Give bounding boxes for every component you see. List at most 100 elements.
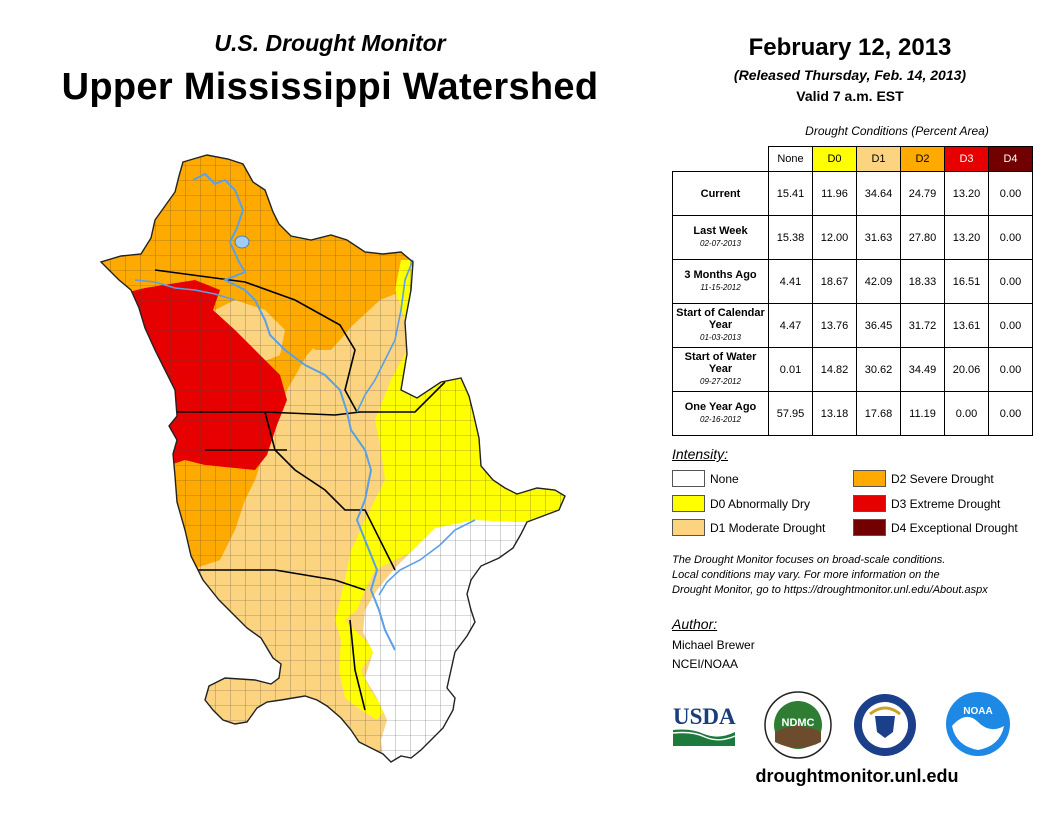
col-none: None — [768, 146, 813, 172]
cell: 4.41 — [768, 259, 813, 304]
ndmc-logo: NDMC — [764, 691, 832, 759]
legend-item-d3: D3 Extreme Drought — [853, 495, 1000, 512]
drought-stats-table: None D0 D1 D2 D3 D4 Current 15.41 11.96 … — [672, 146, 1033, 436]
author-name: Michael Brewer — [672, 638, 755, 652]
noaa-logo-text: NOAA — [963, 706, 992, 717]
commerce-shield-icon — [875, 716, 895, 738]
cell: 34.64 — [856, 171, 901, 216]
ndmc-logo-text: NDMC — [782, 717, 815, 729]
row-label: Start of Calendar Year — [676, 307, 765, 331]
table-row: Start of Calendar Year 01-03-2013 4.47 13… — [672, 303, 1033, 348]
row-label: One Year Ago — [684, 401, 757, 413]
row-label: Current — [700, 187, 741, 200]
cell: 16.51 — [944, 259, 989, 304]
mississippi-river — [192, 172, 396, 651]
commerce-seal — [854, 694, 916, 756]
author-org: NCEI/NOAA — [672, 657, 739, 671]
row-date: 02-16-2012 — [700, 415, 741, 424]
illinois-river — [378, 519, 476, 596]
legend-label: D3 Extreme Drought — [891, 496, 1001, 511]
cell: 34.49 — [900, 347, 945, 392]
cell: 15.41 — [768, 171, 813, 216]
cell: 18.33 — [900, 259, 945, 304]
disclaimer-note: The Drought Monitor focuses on broad-sca… — [672, 553, 1042, 598]
cell: 0.00 — [988, 171, 1033, 216]
noaa-logo: NOAA — [946, 692, 1010, 756]
usda-stripe-icon — [672, 731, 736, 741]
release-date: (Released Thursday, Feb. 14, 2013) — [733, 67, 967, 83]
row-date: 01-03-2013 — [700, 333, 741, 342]
map-subtitle: U.S. Drought Monitor — [214, 30, 446, 56]
cell: 13.76 — [812, 303, 857, 348]
commerce-eagle-icon — [869, 706, 901, 716]
cell: 13.61 — [944, 303, 989, 348]
cell: 4.47 — [768, 303, 813, 348]
note-line: Drought Monitor, go to https://droughtmo… — [672, 584, 988, 596]
cell: 0.00 — [988, 391, 1033, 436]
cell: 0.00 — [988, 215, 1033, 260]
state-boundaries — [154, 269, 446, 711]
usda-logo-text: USDA — [673, 704, 736, 729]
legend-item-d2: D2 Severe Drought — [853, 470, 994, 487]
table-row: One Year Ago 02-16-2012 57.95 13.18 17.68… — [672, 391, 1033, 436]
legend-item-d1: D1 Moderate Drought — [672, 519, 825, 536]
cell: 17.68 — [856, 391, 901, 436]
legend-item-d0: D0 Abnormally Dry — [672, 495, 810, 512]
cell: 57.95 — [768, 391, 813, 436]
legend-swatch — [672, 470, 705, 487]
footer-url[interactable]: droughtmonitor.unl.edu — [755, 766, 959, 786]
row-label: Start of Water Year — [684, 351, 757, 375]
legend-label: D2 Severe Drought — [891, 471, 994, 486]
cell: 14.82 — [812, 347, 857, 392]
row-date: 11-15-2012 — [700, 283, 741, 292]
map-date: February 12, 2013 — [748, 34, 952, 61]
cell: 31.63 — [856, 215, 901, 260]
legend-swatch — [672, 519, 705, 536]
cell: 42.09 — [856, 259, 901, 304]
cell: 12.00 — [812, 215, 857, 260]
county-grid — [101, 155, 565, 762]
ndmc-land-icon — [775, 726, 821, 748]
legend-item-d4: D4 Exceptional Drought — [853, 519, 1018, 536]
map-title: Upper Mississippi Watershed — [61, 66, 599, 108]
table-header-row: None D0 D1 D2 D3 D4 — [673, 146, 1033, 172]
valid-time: Valid 7 a.m. EST — [796, 88, 904, 104]
cell: 31.72 — [900, 303, 945, 348]
lake — [234, 235, 250, 249]
cell: 13.20 — [944, 215, 989, 260]
col-d0: D0 — [812, 146, 857, 172]
cell: 36.45 — [856, 303, 901, 348]
col-d4: D4 — [988, 146, 1033, 172]
cell: 13.20 — [944, 171, 989, 216]
cell: 18.67 — [812, 259, 857, 304]
drought-map — [99, 154, 566, 763]
cell: 0.00 — [988, 259, 1033, 304]
legend-label: D0 Abnormally Dry — [710, 496, 811, 511]
cell: 11.19 — [900, 391, 945, 436]
cell: 0.00 — [988, 303, 1033, 348]
cell: 11.96 — [812, 171, 857, 216]
watershed-outline — [99, 154, 566, 763]
usda-field-icon — [673, 729, 735, 746]
header-blank — [673, 147, 769, 172]
table-row: Current 15.41 11.96 34.64 24.79 13.20 0.… — [672, 171, 1033, 216]
col-d1: D1 — [856, 146, 901, 172]
note-line: The Drought Monitor focuses on broad-sca… — [672, 554, 946, 566]
minnesota-river — [134, 279, 236, 301]
legend-label: D4 Exceptional Drought — [891, 520, 1018, 535]
col-d2: D2 — [900, 146, 945, 172]
legend-swatch — [853, 495, 886, 512]
cell: 15.38 — [768, 215, 813, 260]
row-label: 3 Months Ago — [684, 269, 757, 281]
cell: 0.01 — [768, 347, 813, 392]
table-row: Last Week 02-07-2013 15.38 12.00 31.63 27… — [672, 215, 1033, 260]
table-caption: Drought Conditions (Percent Area) — [805, 124, 989, 138]
st-croix-river — [356, 259, 414, 413]
legend-swatch — [853, 470, 886, 487]
legend-swatch — [853, 519, 886, 536]
legend-label: None — [710, 471, 739, 486]
usda-logo: USDA — [672, 704, 736, 746]
row-date: 02-07-2013 — [700, 239, 741, 248]
col-d3: D3 — [944, 146, 989, 172]
note-line: Local conditions may vary. For more info… — [672, 569, 940, 581]
